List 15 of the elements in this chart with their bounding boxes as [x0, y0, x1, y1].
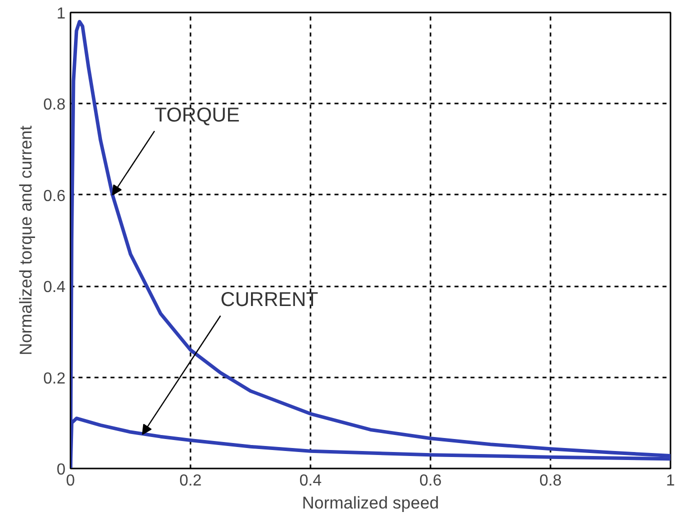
x-tick-label: 0.8	[539, 472, 562, 490]
x-tick-label: 0.6	[419, 472, 442, 490]
y-tick-label: 1	[56, 6, 66, 22]
y-axis-title: Normalized torque and current	[16, 125, 36, 356]
x-tick-label: 1	[666, 472, 676, 490]
x-tick-label: 0.4	[299, 472, 322, 490]
y-tick-label: 0	[56, 462, 66, 478]
y-tick-label: 0.2	[43, 370, 66, 388]
annotation: CURRENT	[220, 289, 318, 312]
x-tick-label: 0.2	[179, 472, 202, 490]
y-tick-label: 0.4	[43, 279, 66, 296]
y-tick-label: 0.8	[43, 96, 66, 114]
x-axis-title: Normalized speed	[302, 494, 440, 512]
annotation: TORQUE	[154, 104, 240, 126]
y-tick-label: 0.6	[43, 188, 66, 205]
